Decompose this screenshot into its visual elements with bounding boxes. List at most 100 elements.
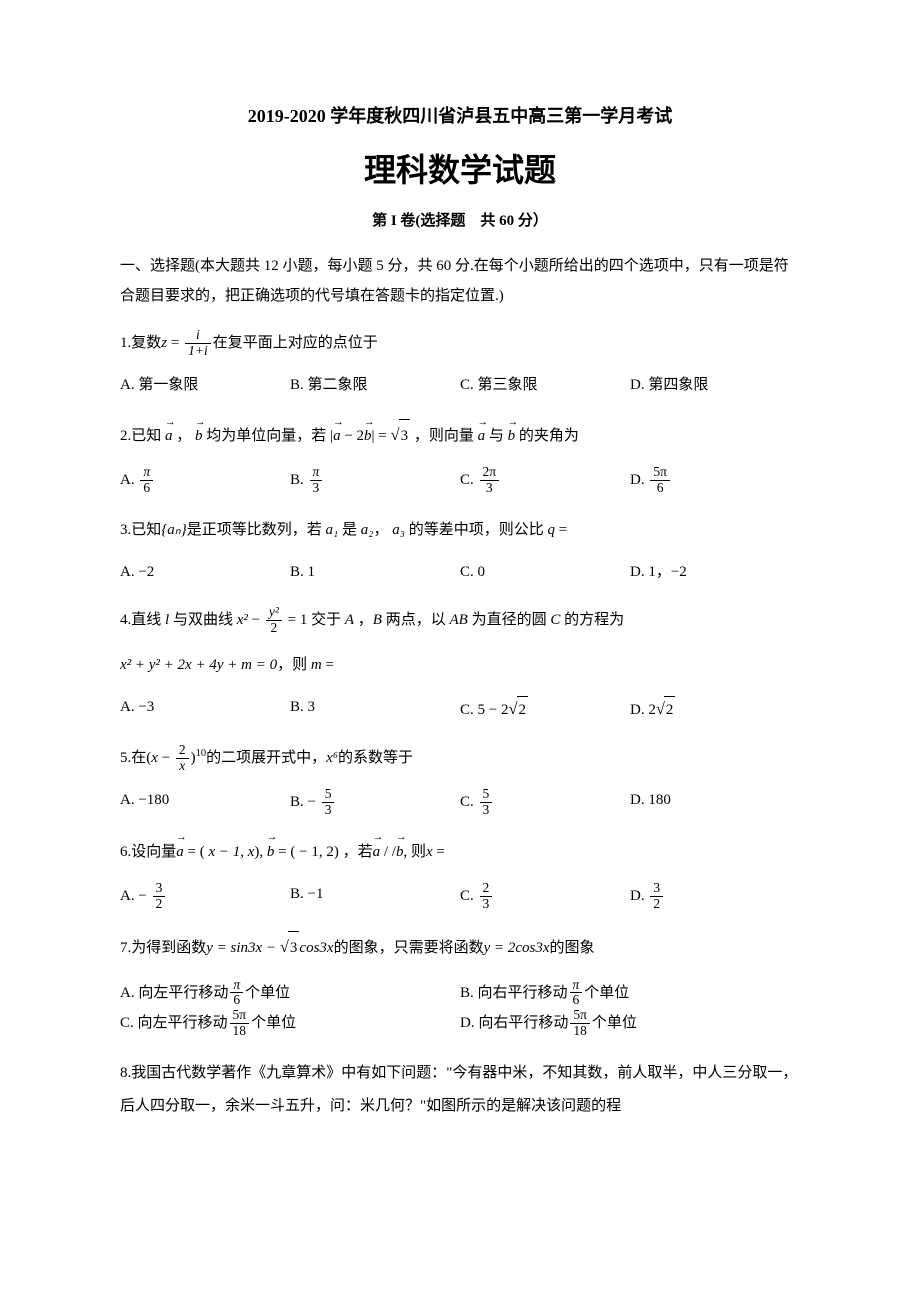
q5-b-num: 5 bbox=[322, 787, 335, 803]
q5-c-num: 5 bbox=[480, 787, 493, 803]
q4-C: C bbox=[550, 612, 560, 628]
q6-x: x bbox=[426, 844, 433, 860]
q2-vec-a: a bbox=[165, 420, 173, 453]
q4-opt-a: A. −3 bbox=[120, 694, 290, 724]
q6-opt-d: D. 32 bbox=[630, 881, 800, 912]
q6-eq1: = ( bbox=[184, 844, 209, 860]
q7-num: 7. bbox=[120, 940, 131, 956]
q3-options: A. −2 B. 1 C. 0 D. 1，−2 bbox=[120, 559, 800, 586]
q5-opt-a: A. −180 bbox=[120, 787, 290, 818]
q4-d-pre: 2 bbox=[648, 702, 656, 718]
q1-frac-den: 1+i bbox=[185, 344, 211, 359]
q3-mid2: 是 bbox=[342, 522, 357, 538]
question-7: 7.为得到函数y = sin3x − √3cos3x的图象，只需要将函数y = … bbox=[120, 929, 800, 965]
q6-opt-c: C. 23 bbox=[460, 881, 630, 912]
q4-c-label: C. bbox=[460, 702, 474, 718]
q5-exp: 10 bbox=[196, 748, 207, 759]
q6-a-sign: − bbox=[138, 887, 150, 903]
q5-mid: 的二项展开式中， bbox=[206, 750, 326, 766]
q2-opt-c: C. 2π3 bbox=[460, 465, 630, 496]
q3-a1: a₁ bbox=[326, 522, 339, 538]
q7-mid: 的图象，只需要将函数 bbox=[334, 940, 484, 956]
q7-opt-c: C. 向左平行移动5π18个单位 bbox=[120, 1008, 460, 1039]
q5-opt-b: B. − 53 bbox=[290, 787, 460, 818]
q3-opt-a: A. −2 bbox=[120, 559, 290, 586]
q7-options: A. 向左平行移动π6个单位 B. 向右平行移动π6个单位 C. 向左平行移动5… bbox=[120, 978, 800, 1039]
q6-close1: ), bbox=[254, 844, 267, 860]
q4-x2: x² bbox=[237, 612, 248, 628]
q4-minus: − bbox=[248, 612, 264, 628]
q4-mid3: 两点，以 bbox=[382, 612, 450, 628]
q2-opt-b: B. π3 bbox=[290, 465, 460, 496]
q4-eq2: = bbox=[322, 657, 334, 673]
q2-a-num: π bbox=[140, 465, 153, 481]
q7-d-post: 个单位 bbox=[592, 1015, 637, 1031]
q2-opt-d: D. 5π6 bbox=[630, 465, 800, 496]
q2-mid1: 均为单位向量，若 bbox=[203, 428, 331, 444]
q7-a-num: π bbox=[230, 978, 243, 994]
q4-A: A bbox=[345, 612, 354, 628]
q6-para: / / bbox=[380, 844, 396, 860]
q4-mid4: 为直径的圆 bbox=[468, 612, 551, 628]
q2-d-label: D. bbox=[630, 472, 645, 488]
q2-d-num: 5π bbox=[650, 465, 670, 481]
q3-q: q bbox=[547, 522, 555, 538]
q5-b-sign: − bbox=[308, 794, 320, 810]
q2-c-label: C. bbox=[460, 472, 474, 488]
q4-d-label: D. bbox=[630, 702, 645, 718]
intro-text: 一、选择题(本大题共 12 小题，每小题 5 分，共 60 分.在每个小题所给出… bbox=[120, 251, 800, 311]
q4-B: B bbox=[373, 612, 382, 628]
q7-b-num: π bbox=[570, 978, 583, 994]
q5-opt-d: D. 180 bbox=[630, 787, 800, 818]
q6-c-den: 3 bbox=[480, 897, 493, 912]
q2-post: 的夹角为 bbox=[515, 428, 579, 444]
q1-num: 1. bbox=[120, 335, 131, 351]
section-label: 第 I 卷(选择题 共 60 分） bbox=[120, 208, 800, 235]
q2-abs-b: b bbox=[364, 420, 372, 453]
q4-comma: ， bbox=[354, 612, 373, 628]
q4-opt-d: D. 2√2 bbox=[630, 694, 800, 724]
q6-a-label: A. bbox=[120, 887, 135, 903]
q2-d-den: 6 bbox=[650, 481, 670, 496]
q4-l2post: ，则 bbox=[277, 657, 307, 673]
q2-abs-a: a bbox=[333, 420, 341, 453]
q4-eq1: = 1 bbox=[284, 612, 307, 628]
q5-b-label: B. bbox=[290, 794, 304, 810]
q1-eq: = bbox=[167, 335, 183, 351]
q3-pre: 已知 bbox=[131, 522, 161, 538]
q8-stem: 我国古代数学著作《九章算术》中有如下问题："今有器中米，不知其数，前人取半，中人… bbox=[120, 1065, 797, 1114]
q6-vec-b: b bbox=[267, 836, 275, 869]
q7-y2: y = 2cos3x bbox=[484, 940, 550, 956]
question-3: 3.已知{aₙ}是正项等比数列，若 a₁ 是 a₂， a₃ 的等差中项，则公比 … bbox=[120, 514, 800, 547]
q7-post: 的图象 bbox=[550, 940, 595, 956]
q6-acomp: x − 1, x bbox=[208, 844, 254, 860]
q6-num: 6. bbox=[120, 844, 131, 860]
q5-minus: − bbox=[158, 750, 174, 766]
q7-d-den: 18 bbox=[570, 1024, 590, 1039]
q6-vec-a: a bbox=[176, 836, 184, 869]
q6-eq3: = bbox=[433, 844, 445, 860]
q5-c-label: C. bbox=[460, 794, 474, 810]
q6-d-label: D. bbox=[630, 887, 645, 903]
q5-options: A. −180 B. − 53 C. 53 D. 180 bbox=[120, 787, 800, 818]
q2-b-den: 3 bbox=[310, 481, 323, 496]
q6-a-num: 3 bbox=[153, 881, 166, 897]
q7-opt-b: B. 向右平行移动π6个单位 bbox=[460, 978, 800, 1009]
q4-expr: x² + y² + 2x + 4y + m = 0 bbox=[120, 657, 277, 673]
q3-eq: = bbox=[555, 522, 567, 538]
q2-c-den: 3 bbox=[480, 481, 500, 496]
q3-mid1: 是正项等比数列，若 bbox=[187, 522, 322, 538]
q6-c-num: 2 bbox=[480, 881, 493, 897]
q7-c-num: 5π bbox=[230, 1008, 250, 1024]
q7-c-den: 18 bbox=[230, 1024, 250, 1039]
q2-eqs: = bbox=[375, 428, 391, 444]
q7-sqrt3: 3 bbox=[288, 931, 300, 965]
q3-seq: {aₙ} bbox=[161, 522, 186, 538]
q5-num: 5. bbox=[120, 750, 131, 766]
q6-post: , 则 bbox=[403, 844, 426, 860]
q5-x: x bbox=[151, 750, 158, 766]
q3-mid3: 的等差中项，则公比 bbox=[409, 522, 544, 538]
q7-a-pre: A. 向左平行移动 bbox=[120, 984, 228, 1000]
q2-a-label: A. bbox=[120, 472, 135, 488]
q6-options: A. − 32 B. −1 C. 23 D. 32 bbox=[120, 881, 800, 912]
